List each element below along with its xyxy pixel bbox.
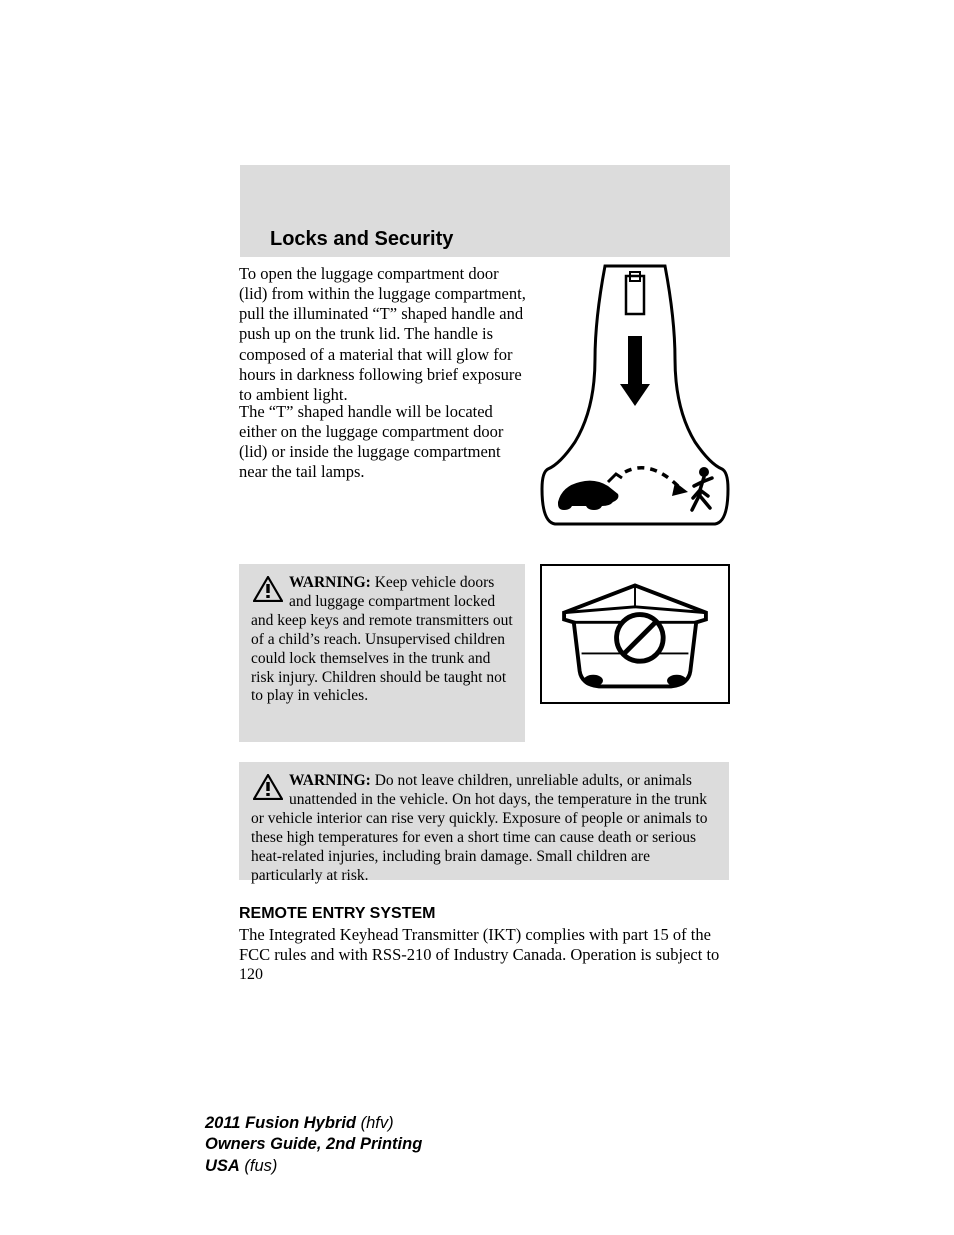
- footer-line-2: Owners Guide, 2nd Printing: [205, 1134, 422, 1155]
- paragraph-3: The Integrated Keyhead Transmitter (IKT)…: [239, 925, 729, 965]
- paragraph-2: The “T” shaped handle will be located ei…: [239, 402, 529, 483]
- warning-2-text: WARNING: Do not leave children, unreliab…: [251, 772, 717, 885]
- warning-label: WARNING:: [289, 772, 371, 789]
- page-number: 120: [239, 966, 263, 984]
- footer-model: 2011 Fusion Hybrid: [205, 1114, 356, 1132]
- page: Locks and Security To open the luggage c…: [0, 0, 954, 1235]
- subheading-remote-entry: REMOTE ENTRY SYSTEM: [239, 905, 435, 923]
- warning-1-text: WARNING: Keep vehicle doors and luggage …: [251, 574, 513, 706]
- footer-code1: (hfv): [356, 1114, 394, 1132]
- warning-icon: [253, 774, 283, 800]
- footer-code2: (fus): [240, 1157, 278, 1175]
- prohibit-figure: [540, 564, 730, 704]
- footer-region: USA: [205, 1157, 240, 1175]
- trunk-handle-figure: [540, 264, 730, 534]
- warning-box-2: WARNING: Do not leave children, unreliab…: [239, 762, 729, 880]
- warning-1-body: Keep vehicle doors and luggage compartme…: [251, 574, 513, 704]
- section-title: Locks and Security: [270, 228, 453, 251]
- footer-line-3: USA (fus): [205, 1156, 422, 1177]
- warning-icon: [253, 576, 283, 602]
- paragraph-1: To open the luggage compartment door (li…: [239, 264, 529, 405]
- footer: 2011 Fusion Hybrid (hfv) Owners Guide, 2…: [205, 1113, 422, 1177]
- warning-label: WARNING:: [289, 574, 371, 591]
- footer-line-1: 2011 Fusion Hybrid (hfv): [205, 1113, 422, 1134]
- warning-box-1: WARNING: Keep vehicle doors and luggage …: [239, 564, 525, 742]
